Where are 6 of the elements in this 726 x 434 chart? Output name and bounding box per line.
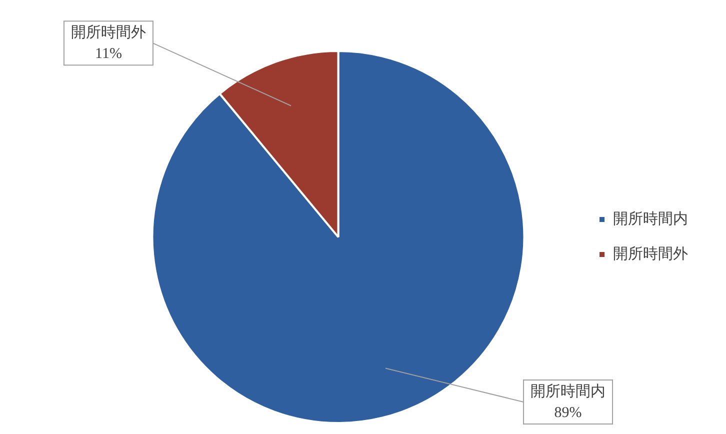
data-label: 11% bbox=[94, 46, 122, 62]
data-label: 89% bbox=[554, 404, 582, 421]
legend-label: 開所時間内 bbox=[613, 210, 688, 228]
legend-label: 開所時間外 bbox=[613, 245, 688, 262]
slice-label: 開所時間外 bbox=[70, 24, 146, 42]
slice-label: 開所時間内 bbox=[530, 382, 606, 400]
